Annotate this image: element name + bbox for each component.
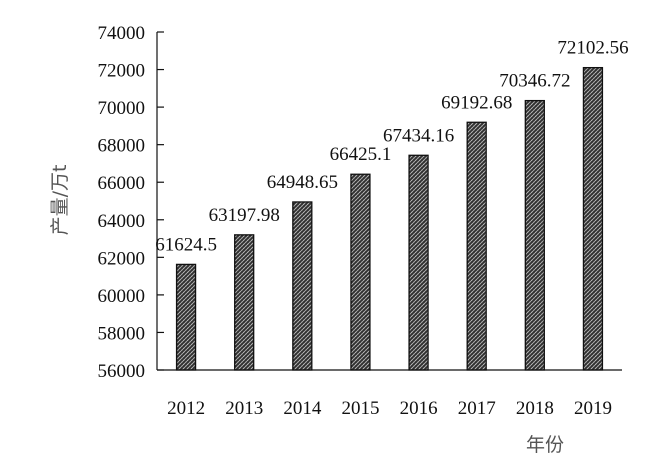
data-label-2018: 70346.72 <box>499 71 570 92</box>
data-label-2012: 61624.5 <box>155 234 217 255</box>
data-label-2014: 64948.65 <box>267 172 338 193</box>
bar-2014 <box>292 201 313 371</box>
y-tick-label: 56000 <box>98 361 146 382</box>
data-label-2016: 67434.16 <box>383 125 454 146</box>
bar-2017 <box>466 121 487 371</box>
x-axis-ticks: 2012 2013 2014 2015 2016 2017 2018 2019 <box>167 398 612 419</box>
y-tick-label: 60000 <box>98 286 146 307</box>
y-tick-label: 62000 <box>98 248 146 269</box>
y-tick-label: 74000 <box>98 23 146 44</box>
y-tick-label: 66000 <box>98 173 146 194</box>
x-axis-title: 年份 <box>526 434 564 456</box>
x-tick-label: 2016 <box>400 398 438 419</box>
data-label-2019: 72102.56 <box>557 38 628 59</box>
y-tick-label: 72000 <box>98 61 146 82</box>
x-tick-label: 2019 <box>574 398 612 419</box>
bar-2013 <box>234 234 255 371</box>
y-axis-ticks: 56000 58000 60000 62000 64000 66000 68000 70000… <box>98 23 164 382</box>
x-tick-label: 2012 <box>167 398 205 419</box>
y-tick-label: 64000 <box>98 211 146 232</box>
data-label-2017: 69192.68 <box>441 92 512 113</box>
y-axis-title: 产量/万t <box>49 165 71 236</box>
y-tick-label: 68000 <box>98 136 146 157</box>
data-label-2013: 63197.98 <box>209 205 280 226</box>
x-tick-label: 2017 <box>458 398 496 419</box>
bar-2016 <box>408 154 429 371</box>
bar-2015 <box>350 173 371 371</box>
bar-2018 <box>524 99 545 371</box>
x-tick-label: 2014 <box>283 398 322 419</box>
y-tick-label: 70000 <box>98 98 146 119</box>
data-label-2015: 66425.1 <box>330 144 392 165</box>
x-tick-label: 2018 <box>516 398 554 419</box>
bar-2019 <box>582 66 604 371</box>
x-tick-label: 2013 <box>225 398 263 419</box>
bar-2012 <box>175 263 197 371</box>
x-tick-label: 2015 <box>341 398 379 419</box>
bars <box>175 66 604 371</box>
y-tick-label: 58000 <box>98 323 146 344</box>
